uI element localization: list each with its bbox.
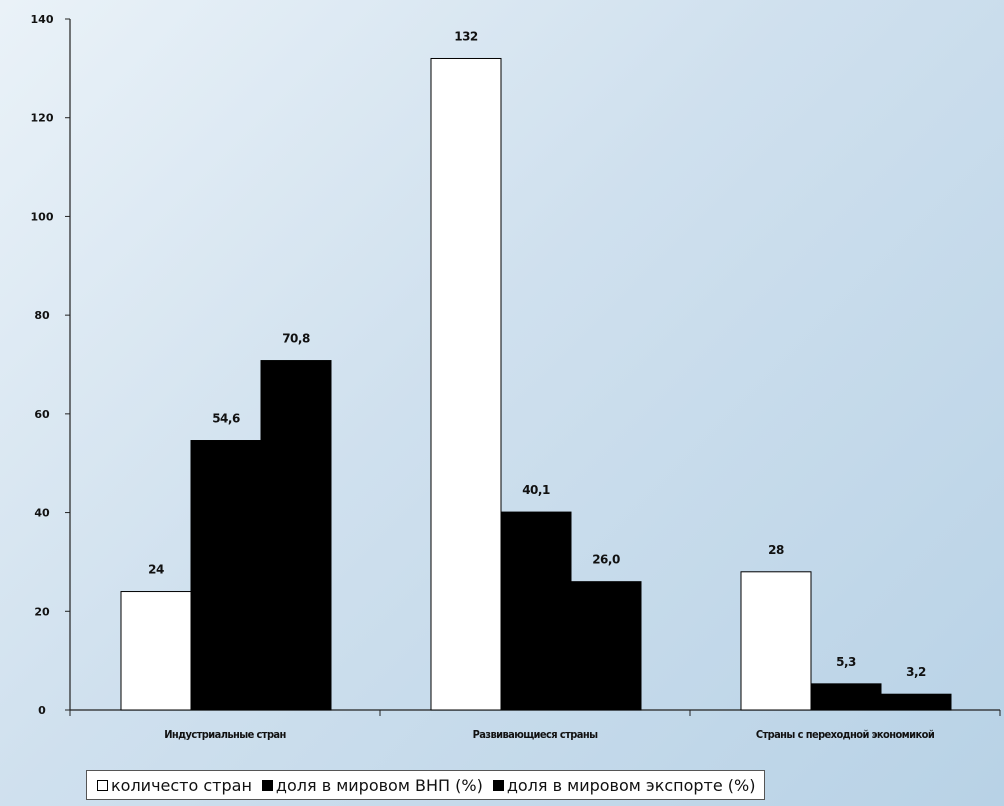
data-label: 5,3 bbox=[836, 655, 856, 669]
bar bbox=[500, 511, 572, 711]
data-labels: 24 54,6 70,8 132 40,1 26,0 28 5,3 3,2 bbox=[148, 29, 926, 679]
bar bbox=[120, 591, 192, 711]
data-label: 3,2 bbox=[906, 665, 926, 679]
bar bbox=[260, 360, 332, 711]
y-tick-label: 0 bbox=[38, 704, 46, 717]
legend-item-count: количесто стран bbox=[97, 776, 252, 795]
bar-chart: 0 20 40 60 80 100 120 140 Индустриальные стран Р… bbox=[31, 13, 1001, 741]
y-tick-label: 40 bbox=[34, 507, 50, 520]
category-label: Страны с переходной экономикой bbox=[756, 728, 935, 741]
bars bbox=[120, 57, 952, 711]
bar bbox=[190, 440, 262, 711]
legend-label: доля в мировом экспорте (%) bbox=[506, 775, 756, 795]
legend-item-export: доля в мировом экспорте (%) bbox=[492, 775, 756, 795]
legend-label: доля в мировом ВНП (%) bbox=[275, 775, 483, 795]
data-label: 132 bbox=[454, 29, 478, 43]
legend-item-gnp: доля в мировом ВНП (%) bbox=[261, 775, 483, 795]
bar bbox=[810, 683, 882, 711]
y-tick-label: 60 bbox=[34, 408, 50, 421]
data-label: 40,1 bbox=[522, 483, 550, 497]
data-label: 26,0 bbox=[592, 553, 620, 567]
legend-swatch-black bbox=[492, 779, 504, 791]
bar bbox=[740, 571, 812, 711]
legend-swatch-black bbox=[261, 779, 273, 791]
category-label: Развивающиеся страны bbox=[473, 728, 598, 741]
data-label: 24 bbox=[148, 563, 164, 577]
y-tick-label: 140 bbox=[31, 13, 54, 26]
legend-label: количесто стран bbox=[111, 775, 252, 795]
bar bbox=[570, 581, 642, 711]
legend: количесто стран доля в мировом ВНП (%) д… bbox=[86, 770, 765, 800]
category-label: Индустриальные стран bbox=[164, 728, 286, 741]
y-tick-label: 120 bbox=[31, 112, 54, 125]
x-axis: Индустриальные стран Развивающиеся страны… bbox=[69, 709, 1001, 741]
bar bbox=[430, 57, 502, 711]
y-tick-label: 100 bbox=[31, 210, 54, 223]
y-axis: 0 20 40 60 80 100 120 140 bbox=[31, 13, 71, 717]
y-tick-label: 80 bbox=[34, 309, 50, 322]
data-label: 28 bbox=[768, 543, 784, 557]
data-label: 70,8 bbox=[282, 332, 310, 346]
y-tick-label: 20 bbox=[34, 605, 50, 618]
data-label: 54,6 bbox=[212, 412, 240, 426]
legend-swatch-white bbox=[97, 779, 108, 791]
bar bbox=[880, 693, 952, 711]
